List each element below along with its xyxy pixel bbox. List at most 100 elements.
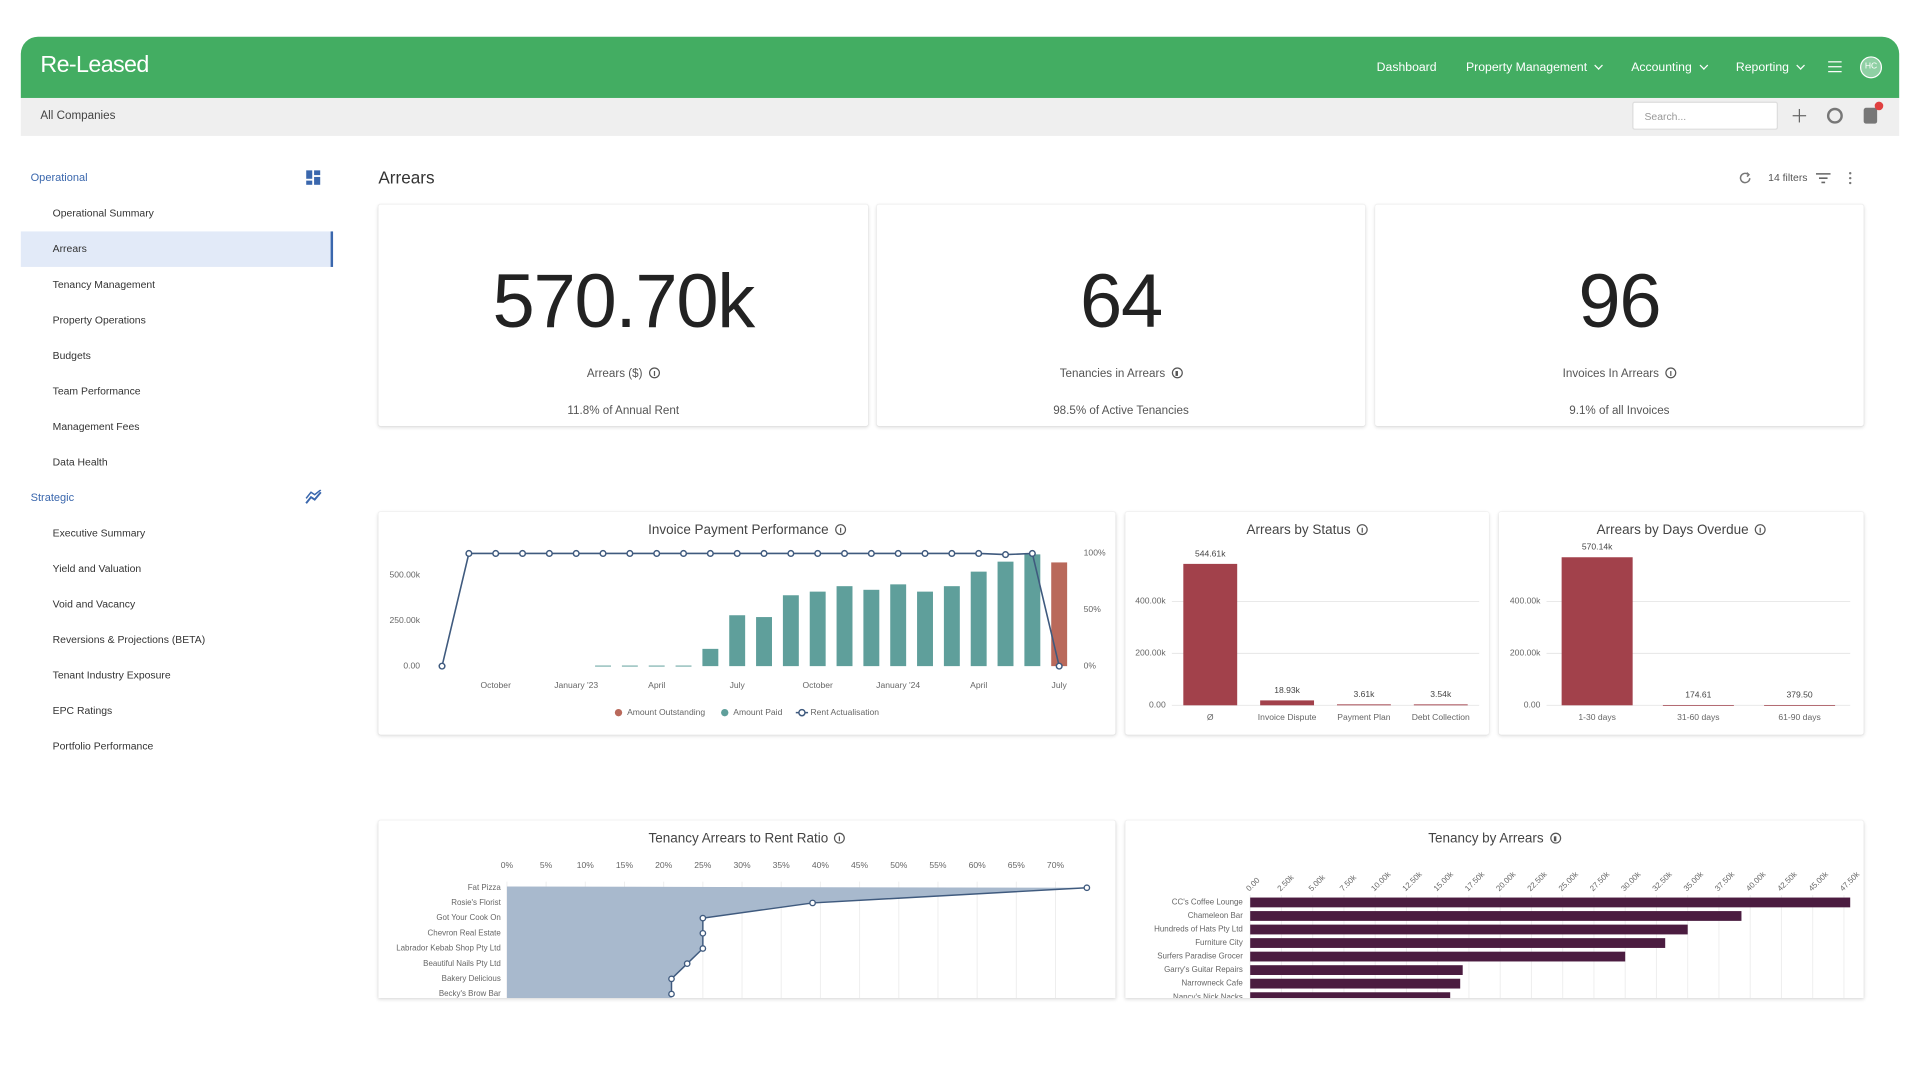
add-icon[interactable] — [1792, 108, 1807, 123]
sidebar-item[interactable]: Tenant Industry Exposure — [52, 667, 171, 681]
sidebar-item[interactable]: Operational Summary — [52, 206, 154, 219]
info-icon[interactable] — [1754, 524, 1766, 536]
filter-icon[interactable] — [1815, 173, 1831, 184]
bar — [1260, 700, 1315, 706]
x-tick-label: 5% — [540, 860, 553, 870]
chart-title-text: Tenancy by Arrears — [1428, 831, 1544, 847]
x-tick-label: 61-90 days — [1778, 712, 1820, 722]
info-icon[interactable] — [834, 524, 846, 536]
refresh-icon[interactable] — [1739, 171, 1752, 184]
sidebar-item[interactable]: Team Performance — [52, 383, 141, 397]
y-tick-label: Hundreds of Hats Pty Ltd — [1154, 925, 1243, 934]
x-tick-label: 40% — [812, 860, 830, 870]
nav-item[interactable]: Reporting — [1736, 61, 1804, 74]
line-point — [867, 549, 875, 558]
bar — [1336, 704, 1391, 706]
chart-card: 0.00 250.00k 500.00k 0% 50% 100% October Januar… — [378, 511, 1116, 735]
sidebar-item[interactable]: Property Operations — [52, 312, 146, 326]
bar — [997, 561, 1014, 667]
x-tick-label: 17.50k — [1463, 870, 1486, 893]
bar — [1250, 992, 1451, 998]
sidebar-item-active[interactable]: Arrears — [20, 230, 334, 267]
y-tick-label: Becky's Brow Bar — [439, 989, 501, 998]
sidebar-section[interactable]: Operational — [30, 171, 88, 184]
info-icon[interactable] — [834, 832, 846, 844]
sidebar-item[interactable]: Reversions & Projections (BETA) — [52, 632, 206, 645]
value-label: 379.50 — [1786, 690, 1812, 700]
chart-card: 0% 5% 10% 15% 20% 25% 30% 35% 40% 45% 50% 55% 60% 65%… — [378, 820, 1116, 998]
bar — [675, 665, 692, 667]
sidebar-item[interactable]: Portfolio Performance — [52, 738, 154, 752]
x-tick-label: 35.00k — [1682, 870, 1705, 893]
help-icon[interactable] — [1826, 107, 1843, 124]
strategic-icon[interactable] — [305, 489, 322, 505]
x-tick-label: 1-30 days — [1578, 712, 1616, 722]
value-label: 3.54k — [1430, 689, 1452, 699]
company-scope[interactable]: All Companies — [40, 108, 116, 123]
menu-icon[interactable] — [1828, 61, 1842, 73]
sidebar-item[interactable]: Budgets — [52, 348, 91, 361]
x-tick-label: 35% — [773, 860, 791, 870]
sidebar: Operational Operational Summary Arrears Ten… — [0, 0, 343, 784]
x-tick-label: January '23 — [554, 680, 598, 690]
bar — [836, 586, 853, 667]
area — [506, 886, 1087, 998]
info-icon[interactable] — [1171, 367, 1183, 379]
notification-icon[interactable] — [1863, 107, 1878, 124]
x-tick-label: 7.50k — [1338, 873, 1358, 893]
filters[interactable]: 14 filters — [1768, 171, 1808, 184]
chart-title: Tenancy by Arrears — [1125, 831, 1863, 846]
top-bar: Re-Leased Dashboard Property Management Ac… — [20, 36, 1900, 98]
search-box[interactable]: Search... — [1632, 101, 1778, 130]
nav-item[interactable]: Dashboard — [1376, 60, 1437, 75]
info-icon[interactable] — [1356, 524, 1368, 536]
sidebar-item[interactable]: Void and Vacancy — [52, 596, 136, 610]
x-tick-label: 20.00k — [1494, 870, 1517, 893]
chart: 0.00 200.00k 400.00k 544.61k Ø 18.93k Invoice … — [1135, 548, 1480, 722]
value-label: 174.61 — [1685, 690, 1711, 700]
line-point — [438, 662, 446, 670]
kpi-card: 96 Invoices In Arrears 9.1% of all Invoi… — [1375, 204, 1864, 427]
x-tick-label: Invoice Dispute — [1258, 712, 1317, 722]
sidebar-item[interactable]: Executive Summary — [52, 525, 146, 539]
x-tick-label: 15.00k — [1432, 870, 1455, 893]
more-icon[interactable] — [1848, 171, 1853, 185]
info-icon[interactable] — [1665, 367, 1677, 379]
sidebar-section[interactable]: Strategic — [30, 491, 75, 504]
sidebar-item[interactable]: Data Health — [52, 454, 108, 468]
sub-bar: All Companies Search... — [20, 97, 1900, 136]
line-point — [840, 549, 849, 558]
logo[interactable]: Re-Leased — [40, 52, 149, 79]
bar — [1662, 705, 1734, 706]
y2-tick-label: 50% — [1084, 604, 1102, 614]
bar — [809, 591, 826, 667]
sidebar-item[interactable]: EPC Ratings — [52, 703, 113, 716]
info-icon[interactable] — [1549, 832, 1561, 844]
bar — [917, 591, 933, 667]
kpi-label: Tenancies in Arrears — [877, 366, 1366, 381]
kpi-value: 96 — [1578, 259, 1661, 345]
y-tick-label: 0.00 — [1149, 700, 1166, 710]
kpi-label-text: Tenancies in Arrears — [1059, 367, 1166, 381]
dashboard-icon[interactable] — [306, 170, 321, 185]
x-tick-label: Debt Collection — [1412, 712, 1470, 722]
line-point — [679, 549, 688, 558]
line-point — [1028, 549, 1036, 558]
x-tick-label: Ø — [1207, 712, 1214, 722]
y-tick-label: 0.00 — [1524, 700, 1541, 710]
legend-label: Rent Actualisation — [810, 707, 879, 717]
x-tick-label: 2.50k — [1276, 873, 1296, 893]
nav-item[interactable]: Accounting — [1631, 61, 1706, 74]
y-tick-label: Chameleon Bar — [1188, 911, 1244, 920]
info-icon[interactable] — [648, 367, 660, 379]
bar — [1051, 562, 1068, 667]
sidebar-item[interactable]: Tenancy Management — [52, 277, 156, 290]
sidebar-item[interactable]: Yield and Valuation — [52, 561, 142, 574]
x-tick-label: 31-60 days — [1677, 712, 1719, 722]
avatar[interactable]: HC — [1860, 56, 1883, 79]
nav-item[interactable]: Property Management — [1466, 61, 1602, 74]
sidebar-item[interactable]: Management Fees — [52, 419, 140, 432]
